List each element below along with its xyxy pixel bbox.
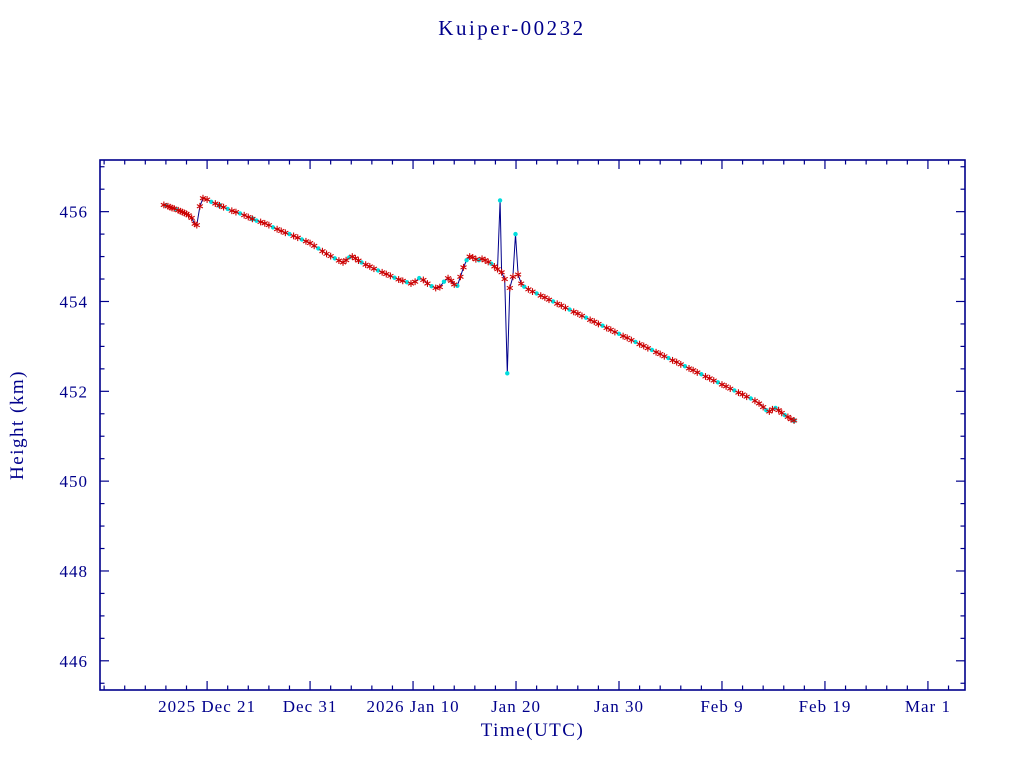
x-tick-label: Mar 1 [905,697,951,716]
red-asterisk-marker [323,250,330,258]
cyan-marker [392,275,397,280]
red-asterisk-marker [228,207,236,215]
red-asterisk-marker [759,403,767,411]
red-asterisk-marker [778,409,785,417]
cyan-marker [332,256,337,261]
red-asterisk-marker [506,284,514,292]
y-tick-label: 454 [60,292,89,311]
red-asterisk-marker [160,201,168,209]
red-asterisk-marker [232,208,240,216]
cyan-marker [417,275,422,281]
red-asterisk-marker [342,256,350,264]
red-asterisk-marker [661,352,668,360]
cyan-marker [513,231,518,237]
red-asterisk-marker [644,344,652,352]
red-asterisk-marker [387,272,394,280]
red-asterisk-marker [529,288,536,296]
red-asterisk-marker [310,242,318,250]
red-asterisk-marker [743,393,750,401]
red-asterisk-marker [282,229,289,237]
height-series-line [163,197,795,421]
red-asterisk-marker [514,271,522,278]
red-asterisk-marker [472,255,480,263]
red-asterisk-marker [578,312,586,320]
cyan-marker [497,198,503,203]
x-tick-label: Feb 9 [700,697,743,716]
cyan-marker [237,211,243,216]
red-asterisk-marker [196,202,204,210]
chart-title: Kuiper-00232 [438,16,586,40]
x-tick-label: Jan 20 [491,697,541,716]
red-asterisk-marker [460,263,467,271]
red-asterisk-marker [193,221,201,229]
cyan-marker [404,279,410,285]
cyan-marker [505,371,510,376]
y-tick-label: 452 [60,382,89,401]
red-asterisk-marker [257,218,264,226]
red-asterisk-marker [491,263,498,270]
red-asterisk-marker [450,281,458,288]
x-tick-label: 2026 Jan 10 [366,697,459,716]
red-asterisk-marker [265,221,273,229]
red-asterisk-marker [436,283,444,291]
x-tick-label: 2025 Dec 21 [158,697,256,716]
red-asterisk-marker [755,400,763,407]
plot-frame [99,159,966,691]
x-tick-label: Jan 30 [594,697,644,716]
red-asterisk-marker [420,276,427,284]
red-asterisk-marker [188,214,195,222]
red-asterisk-marker [769,405,776,413]
red-asterisk-marker [494,265,501,273]
red-asterisk-marker [355,257,362,265]
y-tick-label: 456 [60,203,89,222]
red-asterisk-marker [203,196,211,203]
red-asterisk-marker [484,258,492,266]
y-tick-label: 450 [60,472,89,491]
red-asterisk-marker [327,252,334,260]
red-asterisk-marker [220,203,227,211]
red-asterisk-marker [199,194,207,202]
x-tick-label: Feb 19 [799,697,852,716]
red-asterisk-marker [411,278,419,286]
red-asterisk-marker [370,265,378,273]
cyan-marker [287,231,292,237]
red-asterisk-marker [726,385,734,393]
y-tick-label: 448 [60,562,89,581]
red-asterisk-marker [710,377,718,384]
red-asterisk-marker [509,273,517,281]
red-asterisk-marker [562,304,569,312]
red-asterisk-marker [595,320,602,328]
cyan-marker [254,218,259,223]
y-tick-label: 446 [60,652,89,671]
red-asterisk-marker [249,215,256,223]
cyan-marker [299,237,305,242]
red-asterisk-marker [611,328,619,336]
red-asterisk-marker [517,280,525,287]
red-asterisk-marker [693,369,701,376]
red-asterisk-marker [501,275,508,283]
red-asterisk-marker [628,336,635,344]
red-asterisk-marker [457,273,464,281]
red-asterisk-marker [432,284,439,292]
red-asterisk-marker [424,280,431,287]
red-asterisk-marker [790,417,798,424]
red-asterisk-marker [775,406,782,414]
red-asterisk-marker [294,234,301,242]
red-asterisk-marker [399,277,407,285]
cyan-marker [225,206,230,212]
red-asterisk-marker [395,276,402,283]
red-asterisk-marker [498,268,505,276]
red-asterisk-marker [677,360,685,368]
cyan-marker [441,279,447,284]
red-asterisk-marker [545,296,553,304]
cyan-marker [464,257,469,263]
x-axis-label: Time(UTC) [480,720,585,741]
red-asterisk-marker [444,274,452,282]
cyan-marker [375,268,381,273]
red-asterisk-marker [185,211,192,219]
x-tick-label: Dec 31 [283,697,338,716]
